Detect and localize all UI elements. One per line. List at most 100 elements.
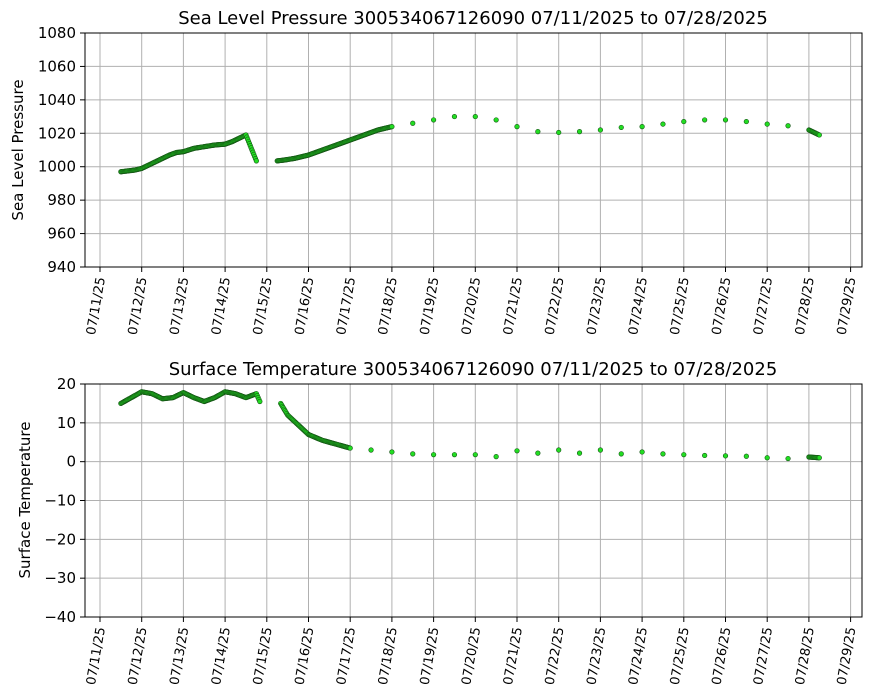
grid <box>85 32 862 268</box>
y-tick-label: −10 <box>44 492 76 510</box>
data-point <box>410 451 416 457</box>
x-tick-label: 07/20/25 <box>459 276 484 336</box>
grid <box>85 383 862 618</box>
x-tick-label: 07/13/25 <box>167 276 192 336</box>
x-tick-label: 07/29/25 <box>835 276 860 336</box>
data-point <box>681 118 687 125</box>
x-tick-label: 07/28/25 <box>793 626 818 686</box>
data-point <box>535 450 541 456</box>
data-point <box>451 452 458 458</box>
y-ticks: 940 960 980 1000 1020 1040 1060 1080 <box>38 24 85 276</box>
x-tick-label: 07/16/25 <box>293 276 318 336</box>
x-tick-label: 07/15/25 <box>251 276 276 336</box>
chart-title: Surface Temperature 300534067126090 07/1… <box>169 359 778 380</box>
data-point <box>410 120 416 126</box>
data-point <box>660 451 666 457</box>
x-tick-label: 07/18/25 <box>376 626 401 686</box>
data-point <box>389 123 395 130</box>
x-tick-label: 07/24/25 <box>626 626 651 686</box>
x-ticks: 07/11/25 07/12/25 07/13/25 07/14/25 07/15/25… <box>84 617 860 686</box>
data-point <box>639 123 645 130</box>
x-tick-label: 07/12/25 <box>126 626 151 686</box>
data-points <box>118 389 822 462</box>
data-point <box>618 451 624 457</box>
x-tick-label: 07/13/25 <box>167 626 192 686</box>
plot-frame <box>84 32 863 268</box>
data-point <box>257 398 263 405</box>
data-point <box>556 129 562 136</box>
y-tick-label: 1000 <box>38 158 76 176</box>
x-tick-label: 07/25/25 <box>668 626 693 686</box>
y-tick-label: 0 <box>66 453 76 471</box>
data-point <box>743 118 749 125</box>
data-point <box>816 455 822 461</box>
x-tick-label: 07/29/25 <box>835 626 860 686</box>
data-point <box>514 123 520 130</box>
x-tick-label: 07/19/25 <box>418 276 443 336</box>
x-tick-label: 07/21/25 <box>501 276 526 336</box>
x-tick-label: 07/21/25 <box>501 626 526 686</box>
data-point <box>514 448 520 454</box>
y-tick-label: 960 <box>47 225 76 243</box>
y-tick-label: 1080 <box>38 24 76 42</box>
data-point <box>618 124 624 131</box>
y-tick-label: 980 <box>47 191 76 209</box>
data-point <box>493 454 499 460</box>
y-tick-label: 20 <box>57 375 76 393</box>
data-point <box>535 129 541 135</box>
data-point <box>431 117 437 123</box>
data-point <box>743 453 749 459</box>
y-axis-label: Surface Temperature <box>16 422 34 579</box>
x-tick-label: 07/22/25 <box>543 626 568 686</box>
data-point <box>556 447 562 453</box>
data-point <box>785 455 791 462</box>
data-point <box>368 447 374 453</box>
x-tick-label: 07/24/25 <box>626 276 651 336</box>
data-point <box>722 117 729 123</box>
data-point <box>764 121 770 127</box>
data-point <box>764 455 770 461</box>
surface-temperature-chart: Surface Temperature 300534067126090 07/1… <box>16 359 863 686</box>
x-tick-label: 07/15/25 <box>251 626 276 686</box>
y-ticks: −40 −30 −20 −10 0 10 20 <box>44 375 85 626</box>
x-tick-label: 07/17/25 <box>334 626 359 686</box>
x-tick-label: 07/27/25 <box>751 626 776 686</box>
y-tick-label: 1060 <box>38 57 76 75</box>
x-ticks: 07/11/25 07/12/25 07/13/25 07/14/25 07/15/25… <box>84 267 860 336</box>
y-tick-label: 1040 <box>38 91 76 109</box>
sea-level-pressure-chart: Sea Level Pressure 300534067126090 07/11… <box>9 8 863 336</box>
data-point <box>389 449 395 455</box>
x-tick-label: 07/12/25 <box>126 276 151 336</box>
data-point <box>597 127 604 133</box>
data-point <box>347 445 353 451</box>
data-point <box>472 452 478 458</box>
data-point <box>576 450 583 456</box>
y-tick-label: 1020 <box>38 124 76 142</box>
data-point <box>493 117 499 123</box>
y-tick-label: −40 <box>44 608 76 626</box>
x-tick-label: 07/14/25 <box>209 276 234 336</box>
x-tick-label: 07/11/25 <box>84 626 109 686</box>
y-tick-label: −30 <box>44 569 76 587</box>
data-point <box>431 452 437 458</box>
chart-title: Sea Level Pressure 300534067126090 07/11… <box>178 8 768 29</box>
data-point <box>816 132 822 138</box>
data-point <box>722 453 729 459</box>
x-tick-label: 07/22/25 <box>543 276 568 336</box>
x-tick-label: 07/23/25 <box>584 276 609 336</box>
x-tick-label: 07/26/25 <box>710 276 735 336</box>
data-point <box>451 113 458 120</box>
x-tick-label: 07/23/25 <box>584 626 609 686</box>
y-tick-label: 940 <box>47 258 76 276</box>
y-tick-label: −20 <box>44 530 76 548</box>
x-tick-label: 07/14/25 <box>209 626 234 686</box>
x-tick-label: 07/17/25 <box>334 276 359 336</box>
data-point <box>681 452 687 458</box>
x-tick-label: 07/27/25 <box>751 276 776 336</box>
data-point <box>785 123 791 129</box>
x-tick-label: 07/26/25 <box>710 626 735 686</box>
x-tick-label: 07/20/25 <box>459 626 484 686</box>
x-tick-label: 07/16/25 <box>293 626 318 686</box>
y-axis-label: Sea Level Pressure <box>9 79 27 220</box>
